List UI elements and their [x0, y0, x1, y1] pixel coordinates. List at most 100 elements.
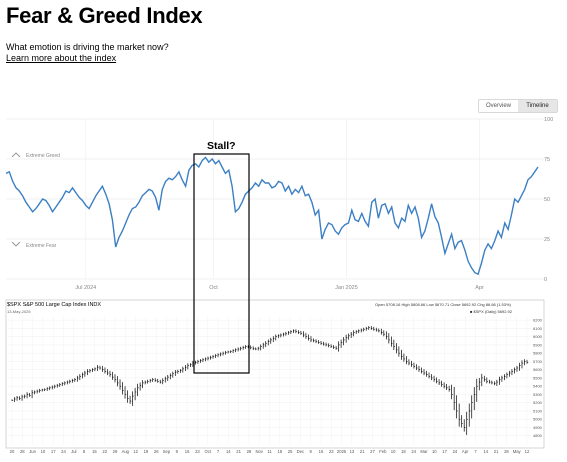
spx-y-tick-label: 5900 — [533, 342, 543, 347]
spx-y-tick-label: 5800 — [533, 351, 543, 356]
spx-x-tick-label: 28 — [247, 449, 252, 454]
spx-y-tick-label: 5400 — [533, 384, 543, 389]
fg-gridlines — [6, 118, 544, 280]
spx-y-tick-label: 4800 — [533, 433, 543, 438]
spx-y-tick-label: 5600 — [533, 367, 543, 372]
fg-x-tick-label: Jul 2024 — [75, 285, 96, 291]
spx-x-tick-label: 22 — [102, 449, 107, 454]
spx-x-tick-label: 28 — [504, 449, 509, 454]
page-title: Fear & Greed Index — [6, 3, 203, 28]
spx-x-tick-label: 16 — [185, 449, 190, 454]
spx-x-tick-label: 14 — [226, 449, 231, 454]
spx-x-tick-label: 27 — [370, 449, 375, 454]
spx-x-tick-label: 28 — [20, 449, 25, 454]
spx-frame — [5, 299, 545, 449]
spx-x-tick-label: Dec — [297, 449, 304, 454]
spx-x-tick-label: 2025 — [337, 449, 347, 454]
spx-x-tick-label: 7 — [217, 449, 220, 454]
fg-y-tick-label: 0 — [544, 277, 547, 283]
fg-x-tick-label: Apr — [475, 285, 484, 291]
spx-y-tick-label: 6000 — [533, 334, 543, 339]
spx-x-tick-label: 9 — [310, 449, 313, 454]
extreme-greed-label: Extreme Greed — [26, 153, 60, 159]
spx-x-tick-label: 21 — [236, 449, 241, 454]
spx-x-tick-label: 18 — [401, 449, 406, 454]
spx-x-tick-label: 19 — [144, 449, 149, 454]
stall-label: Stall? — [207, 140, 236, 152]
spx-x-tick-label: 24 — [453, 449, 458, 454]
fg-x-tick-label: Oct — [209, 285, 218, 291]
spx-x-tick-label: 26 — [154, 449, 159, 454]
spx-x-tick-label: 7 — [474, 449, 477, 454]
spx-x-tick-label: Feb — [379, 449, 387, 454]
spx-x-tick-label: 16 — [319, 449, 324, 454]
spx-x-tick-label: 9 — [176, 449, 179, 454]
fg-y-tick-label: 100 — [544, 117, 553, 123]
spx-x-tick-label: Sep — [163, 449, 171, 454]
spx-header: $SPX S&P 500 Large Cap Index INDX — [7, 302, 101, 308]
spx-x-tick-label: Oct — [204, 449, 211, 454]
spx-x-tick-label: 17 — [51, 449, 56, 454]
fg-y-tick-label: 25 — [544, 237, 550, 243]
spx-y-tick-label: 6100 — [533, 326, 543, 331]
extreme-fear-marker: Extreme Fear — [11, 241, 57, 249]
spx-x-tick-label: Nov — [255, 449, 263, 454]
spx-x-tick-label: 10 — [432, 449, 437, 454]
spx-x-tick-label: 12 — [525, 449, 530, 454]
fg-y-tick-label: 50 — [544, 197, 550, 203]
spx-y-tick-label: 5200 — [533, 400, 543, 405]
spx-x-tick-label: 18 — [277, 449, 282, 454]
spx-x-tick-label: May — [513, 449, 522, 454]
spx-x-tick-label: Mar — [420, 449, 428, 454]
spx-y-tick-label: 5000 — [533, 417, 543, 422]
fg-y-tick-label: 75 — [544, 157, 550, 163]
spx-gridlines — [8, 316, 531, 444]
spx-x-tick-label: 14 — [483, 449, 488, 454]
spx-x-tick-label: Apr — [462, 449, 469, 454]
fg-x-tick-label: Jan 2025 — [335, 285, 358, 291]
timeline-tab[interactable]: Timeline — [518, 100, 557, 112]
spx-x-tick-label: 17 — [442, 449, 447, 454]
spx-x-tick-label: 11 — [267, 449, 272, 454]
stall-box — [193, 153, 250, 374]
spx-x-tick-label: 13 — [350, 449, 355, 454]
spx-x-tick-label: 24 — [411, 449, 416, 454]
spx-x-tick-label: 20 — [10, 449, 15, 454]
spx-x-tick-label: 25 — [288, 449, 293, 454]
spx-x-tick-label: Aug — [122, 449, 130, 454]
page-subtitle: What emotion is driving the market now? — [6, 42, 169, 52]
spx-x-tick-label: 10 — [391, 449, 396, 454]
spx-legend: ■ $SPX (Daily) 5692.92 — [470, 309, 513, 314]
spx-y-tick-label: 6200 — [533, 318, 543, 323]
spx-x-tick-label: 15 — [92, 449, 97, 454]
spx-x-tick-label: 10 — [41, 449, 46, 454]
learn-more-link[interactable]: Learn more about the index — [6, 53, 117, 63]
fg-y-ticks: 0 25 50 75 100 — [544, 117, 553, 283]
spx-x-tick-label: Jul — [71, 449, 76, 454]
view-toggle: Overview Timeline — [478, 99, 558, 113]
spx-x-tick-label: 21 — [360, 449, 365, 454]
spx-x-tick-label: 23 — [329, 449, 334, 454]
spx-x-tick-label: 23 — [195, 449, 200, 454]
spx-ohlc: Open 5708.16 High 5808.66 Low 5670.71 Cl… — [375, 302, 512, 307]
spx-x-tick-label: 29 — [113, 449, 118, 454]
spx-y-tick-label: 5700 — [533, 359, 543, 364]
spx-y-ticks: 4800 4900 5000 5100 5200 5300 5400 5500 5600 5700… — [533, 318, 543, 439]
spx-y-tick-label: 5100 — [533, 408, 543, 413]
overview-tab[interactable]: Overview — [485, 103, 511, 109]
fear-greed-line — [5, 156, 539, 276]
spx-x-tick-label: Jun — [29, 449, 36, 454]
spx-date: 13-May-2025 — [7, 309, 31, 314]
spx-x-tick-label: 24 — [61, 449, 66, 454]
spx-x-ticks: 20 28 Jun 10 17 24 Jul 8 15 22 29 Aug 12 19 26 Sep 9 16 23… — [10, 449, 530, 454]
fg-x-ticks: Jul 2024 Oct Jan 2025 Apr — [75, 285, 484, 291]
extreme-greed-marker: Extreme Greed — [11, 152, 60, 159]
spx-y-tick-label: 4900 — [533, 425, 543, 430]
spx-y-tick-label: 5500 — [533, 375, 543, 380]
spx-x-tick-label: 8 — [83, 449, 86, 454]
spx-ohlc-bars — [11, 326, 529, 435]
spx-y-tick-label: 5300 — [533, 392, 543, 397]
